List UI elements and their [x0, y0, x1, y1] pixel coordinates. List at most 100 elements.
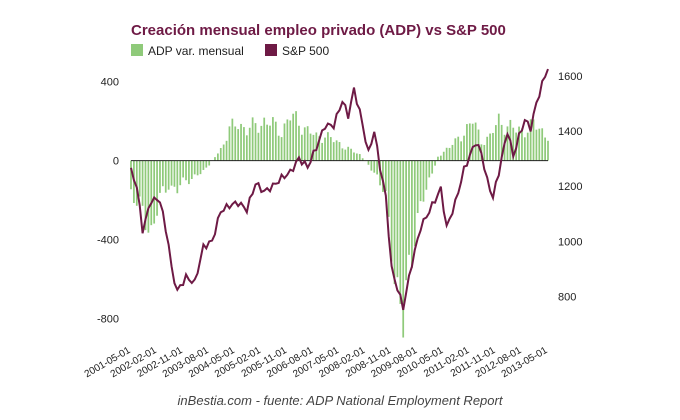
adp-bar	[193, 160, 196, 175]
adp-bar	[190, 160, 193, 179]
adp-bar	[405, 160, 407, 281]
adp-bar	[185, 160, 187, 181]
adp-bar	[376, 160, 379, 175]
adp-bar	[425, 160, 428, 190]
adp-bar	[448, 147, 451, 161]
adp-bar	[208, 160, 211, 166]
legend-label-sp500: S&P 500	[282, 44, 329, 58]
legend-swatch-adp	[131, 44, 143, 56]
adp-bar	[274, 121, 277, 161]
adp-bar	[454, 138, 457, 161]
adp-bar	[358, 154, 361, 161]
adp-bar	[523, 137, 526, 161]
adp-bar	[318, 136, 321, 161]
right-axis-ticks: 1600 1400 1200 1000 800	[558, 71, 582, 304]
adp-bar	[445, 147, 448, 161]
adp-bar	[382, 160, 384, 192]
adp-bar	[399, 160, 402, 304]
adp-bar	[156, 160, 158, 216]
adp-bar	[489, 133, 491, 161]
left-tick-label: 0	[113, 156, 119, 168]
adp-bar	[416, 160, 419, 214]
adp-bar	[457, 136, 460, 161]
adp-bar	[309, 133, 312, 161]
adp-bar	[150, 160, 153, 226]
adp-bar	[277, 135, 280, 161]
adp-bar	[263, 117, 266, 161]
adp-bar	[332, 142, 335, 161]
adp-bar	[329, 137, 332, 161]
adp-bar	[497, 113, 500, 161]
adp-bar	[402, 160, 405, 338]
adp-bar	[518, 126, 520, 161]
adp-bar	[492, 132, 494, 161]
adp-bar	[217, 153, 219, 161]
adp-bar	[370, 160, 373, 171]
adp-bar	[306, 126, 309, 161]
adp-bar	[547, 140, 549, 161]
adp-bar	[161, 160, 164, 187]
left-axis-ticks: 400 0 -400 -800	[97, 77, 119, 326]
adp-bar	[170, 160, 173, 186]
adp-bar	[338, 142, 341, 161]
adp-bar	[390, 160, 393, 262]
adp-bar	[411, 160, 413, 268]
adp-bar	[234, 126, 237, 161]
adp-bar	[439, 155, 442, 161]
adp-bar	[248, 127, 251, 161]
sp500-line	[130, 68, 549, 311]
right-tick-label: 1200	[558, 181, 582, 193]
adp-bar	[202, 160, 205, 170]
adp-bar	[164, 160, 167, 193]
adp-bar	[300, 134, 303, 161]
adp-bar	[422, 160, 425, 202]
adp-bar	[535, 129, 538, 161]
adp-bar	[324, 137, 326, 161]
source-footer: inBestia.com - fuente: ADP National Empl…	[178, 393, 504, 408]
adp-bar	[347, 146, 350, 161]
adp-bar	[431, 160, 434, 174]
adp-bar	[471, 123, 474, 161]
adp-bar	[254, 123, 257, 161]
adp-bar	[393, 160, 396, 285]
adp-bar	[463, 135, 465, 161]
adp-bar	[153, 160, 156, 224]
adp-bar	[474, 122, 477, 161]
adp-bar	[367, 160, 370, 165]
adp-bar	[512, 127, 515, 161]
adp-bar	[373, 160, 376, 173]
right-tick-label: 1600	[558, 71, 582, 83]
legend: ADP var. mensual S&P 500	[131, 44, 329, 58]
legend-label-adp: ADP var. mensual	[148, 44, 244, 58]
adp-bar	[188, 160, 190, 185]
right-tick-label: 1400	[558, 126, 582, 138]
adp-bar	[167, 160, 170, 190]
adp-bar	[396, 160, 399, 278]
adp-bar	[173, 160, 176, 187]
adp-bar	[408, 160, 410, 255]
adp-bar	[361, 158, 364, 161]
adp-bar	[387, 160, 390, 217]
adp-bar	[272, 117, 274, 161]
adp-bar	[541, 128, 544, 161]
adp-bar	[483, 144, 486, 161]
legend-swatch-sp500	[265, 44, 277, 56]
adp-bar	[283, 123, 286, 161]
adp-bar	[179, 160, 182, 186]
adp-bar	[141, 160, 144, 206]
adp-bar	[437, 156, 439, 161]
adp-bar	[231, 118, 234, 161]
left-tick-label: -400	[97, 234, 119, 246]
adp-bar	[327, 132, 329, 161]
adp-bar	[468, 123, 471, 161]
adp-bar	[356, 153, 358, 161]
adp-bar	[176, 160, 179, 194]
adp-bar	[260, 125, 263, 161]
left-tick-label: -800	[97, 313, 119, 325]
adp-bar	[442, 151, 445, 161]
adp-bar	[240, 123, 242, 161]
adp-bar	[350, 148, 352, 161]
adp-bar	[466, 124, 468, 161]
adp-bar	[538, 128, 541, 161]
